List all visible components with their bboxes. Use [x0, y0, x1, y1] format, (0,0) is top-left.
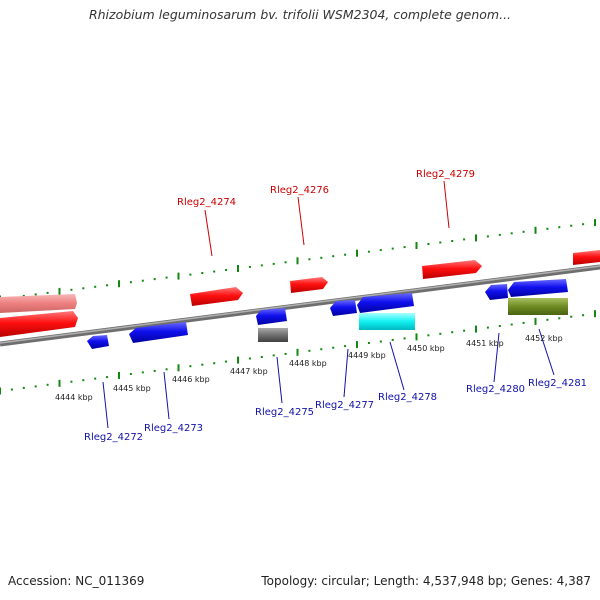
leader-rleg2-4281: [538, 328, 555, 376]
gene-label-rleg2-4273[interactable]: Rleg2_4273: [144, 423, 203, 434]
map-title: Rhizobium leguminosarum bv. trifolii WSM…: [88, 7, 512, 22]
leader-rleg2-4275: [276, 356, 283, 404]
reverse-tick-track: [0, 310, 596, 395]
gene-arrow-forward-pink[interactable]: [0, 294, 77, 313]
accession-text: Accession: NC_011369: [8, 574, 145, 588]
leader-rleg2-4277: [343, 348, 349, 398]
scale-label-4449: 4449 kbp: [348, 351, 386, 360]
gene-label-rleg2-4272[interactable]: Rleg2_4272: [84, 432, 143, 443]
gene-arrow-rleg2-4272[interactable]: [87, 335, 109, 349]
genome-backbone-highlight: [0, 265, 600, 344]
gene-arrow-rleg2-4278[interactable]: [357, 293, 414, 313]
scale-label-4447: 4447 kbp: [230, 367, 268, 376]
gene-box-gray[interactable]: [258, 328, 288, 342]
leader-rleg2-4276: [297, 196, 305, 246]
forward-tick-track: [0, 219, 596, 303]
gene-label-rleg2-4280[interactable]: Rleg2_4280: [466, 384, 525, 395]
forward-genes: [0, 250, 600, 337]
gene-box-olive[interactable]: [508, 298, 568, 315]
gene-label-rleg2-4278[interactable]: Rleg2_4278: [378, 392, 437, 403]
reverse-genes: [87, 279, 568, 349]
leader-rleg2-4279: [443, 180, 450, 229]
gene-arrow-rleg2-4276[interactable]: [290, 277, 328, 293]
scale-label-4451: 4451 kbp: [466, 339, 504, 348]
scale-label-4450: 4450 kbp: [407, 344, 445, 353]
gene-label-rleg2-4277[interactable]: Rleg2_4277: [315, 400, 374, 411]
gene-arrow-rleg2-4275[interactable]: [256, 308, 287, 325]
leader-rleg2-4273: [163, 371, 170, 420]
gene-label-rleg2-4279[interactable]: Rleg2_4279: [416, 169, 475, 180]
gene-arrow-rleg2-4277[interactable]: [330, 300, 357, 316]
gene-arrow-forward-edge[interactable]: [573, 250, 600, 265]
gene-arrow-rleg2-4279[interactable]: [422, 260, 482, 279]
gene-arrow-rleg2-4273[interactable]: [129, 322, 188, 343]
gene-arrow-rleg2-4274[interactable]: [190, 287, 243, 306]
scale-labels: 4444 kbp 4445 kbp 4446 kbp 4447 kbp 4448…: [55, 334, 563, 402]
scale-label-4448: 4448 kbp: [289, 359, 327, 368]
gene-arrow-rleg2-4280[interactable]: [485, 284, 508, 300]
gene-label-rleg2-4275[interactable]: Rleg2_4275: [255, 407, 314, 418]
leader-rleg2-4278: [389, 341, 405, 391]
gene-label-rleg2-4281[interactable]: Rleg2_4281: [528, 378, 587, 389]
gene-label-rleg2-4276[interactable]: Rleg2_4276: [270, 185, 329, 196]
genome-summary-text: Topology: circular; Length: 4,537,948 bp…: [261, 574, 591, 588]
scale-label-4445: 4445 kbp: [113, 384, 151, 393]
gene-arrow-rleg2-4281[interactable]: [508, 279, 568, 297]
gene-box-cyan[interactable]: [359, 313, 415, 330]
scale-label-4452: 4452 kbp: [525, 334, 563, 343]
scale-label-4444: 4444 kbp: [55, 393, 93, 402]
leader-rleg2-4274: [204, 209, 213, 257]
scale-label-4446: 4446 kbp: [172, 375, 210, 384]
gene-labels: Rleg2_4274 Rleg2_4276 Rleg2_4279 Rleg2_4…: [84, 169, 587, 443]
gene-label-rleg2-4274[interactable]: Rleg2_4274: [177, 197, 236, 208]
leader-rleg2-4272: [102, 381, 109, 429]
genome-backbone: [0, 264, 600, 347]
leader-rleg2-4280: [493, 332, 500, 383]
label-leaders: [102, 180, 555, 429]
gene-arrow-forward[interactable]: [0, 311, 78, 337]
